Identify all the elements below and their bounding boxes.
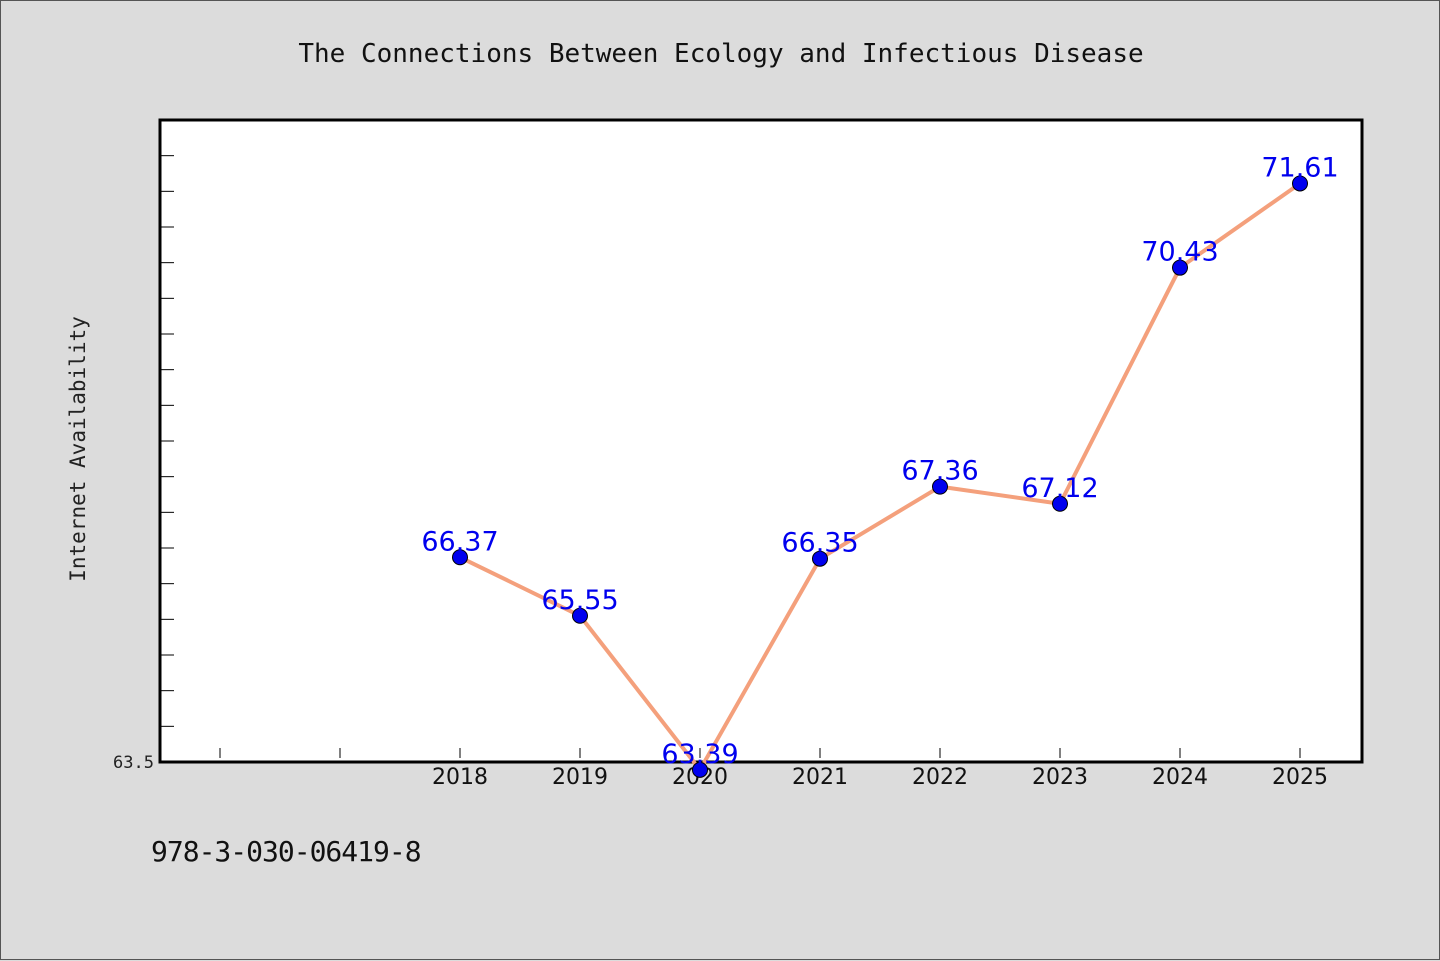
series-line bbox=[459, 181, 1302, 772]
data-point bbox=[572, 607, 588, 624]
x-tick-label: 2021 bbox=[792, 765, 848, 790]
x-tick-label: 2022 bbox=[912, 765, 968, 790]
data-label: 67.12 bbox=[1021, 473, 1098, 504]
y-tick-label: 63.5 bbox=[113, 753, 154, 773]
data-label: 67.36 bbox=[901, 456, 978, 487]
data-label: 66.35 bbox=[781, 528, 858, 559]
x-tick-label: 2025 bbox=[1272, 765, 1328, 790]
data-label: 70.43 bbox=[1141, 237, 1218, 268]
x-tick-label: 2018 bbox=[432, 765, 488, 790]
x-tick-label: 2024 bbox=[1152, 765, 1208, 790]
data-point bbox=[452, 549, 468, 566]
chart-title: The Connections Between Ecology and Infe… bbox=[298, 39, 1143, 69]
x-tick-label: 2019 bbox=[552, 765, 608, 790]
y-axis-label: Internet Availability bbox=[66, 316, 90, 582]
isbn-label: 978-3-030-06419-8 bbox=[151, 835, 422, 868]
data-point bbox=[812, 550, 828, 567]
data-label: 66.37 bbox=[421, 526, 498, 557]
x-axis-ticks: 20182019202020212022202320242025 bbox=[219, 748, 1328, 790]
data-point bbox=[1052, 495, 1068, 512]
plot-area bbox=[158, 118, 1364, 764]
series-group: 66.37 65.55 63.39 66.35 67.36 67.12 70.43 71.61 bbox=[421, 152, 1339, 778]
data-point bbox=[692, 761, 708, 778]
data-point bbox=[932, 478, 948, 495]
data-label: 65.55 bbox=[541, 585, 618, 616]
data-point bbox=[1172, 259, 1188, 276]
data-label: 63.39 bbox=[661, 739, 738, 770]
x-tick-label: 2023 bbox=[1032, 765, 1088, 790]
data-label: 71.61 bbox=[1261, 152, 1338, 183]
y-axis-ticks: 63.5 bbox=[113, 119, 174, 773]
data-point bbox=[1292, 175, 1308, 192]
